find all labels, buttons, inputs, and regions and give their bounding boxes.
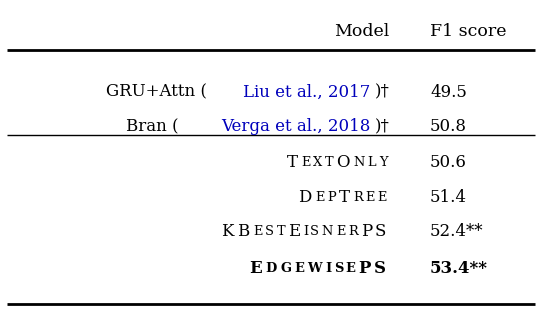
Text: W: W bbox=[307, 262, 321, 275]
Text: R: R bbox=[348, 225, 358, 238]
Text: I: I bbox=[304, 225, 308, 238]
Text: S: S bbox=[265, 225, 274, 238]
Text: P: P bbox=[328, 191, 337, 204]
Text: S: S bbox=[310, 225, 319, 238]
Text: T: T bbox=[276, 225, 285, 238]
Text: S: S bbox=[375, 223, 386, 240]
Text: X: X bbox=[313, 156, 322, 169]
Text: D: D bbox=[266, 262, 277, 275]
Text: E: E bbox=[249, 260, 262, 277]
Text: P: P bbox=[358, 260, 371, 277]
Text: S: S bbox=[334, 262, 343, 275]
Text: Bran (: Bran ( bbox=[126, 118, 179, 135]
Text: E: E bbox=[294, 262, 304, 275]
Text: Verga et al., 2018: Verga et al., 2018 bbox=[221, 118, 371, 135]
Text: N: N bbox=[353, 156, 365, 169]
Text: E: E bbox=[336, 225, 345, 238]
Text: P: P bbox=[360, 223, 372, 240]
Text: E: E bbox=[315, 191, 325, 204]
Text: 49.5: 49.5 bbox=[430, 84, 467, 101]
Text: K: K bbox=[221, 223, 234, 240]
Text: E: E bbox=[301, 156, 310, 169]
Text: Model: Model bbox=[334, 23, 390, 40]
Text: E: E bbox=[253, 225, 262, 238]
Text: 51.4: 51.4 bbox=[430, 189, 467, 206]
Text: 50.6: 50.6 bbox=[430, 154, 467, 171]
Text: O: O bbox=[336, 154, 350, 171]
Text: N: N bbox=[321, 225, 333, 238]
Text: Y: Y bbox=[379, 156, 387, 169]
Text: E: E bbox=[378, 191, 387, 204]
Text: )†: )† bbox=[375, 118, 390, 135]
Text: E: E bbox=[346, 262, 356, 275]
Text: )†: )† bbox=[375, 84, 390, 101]
Text: E: E bbox=[288, 223, 300, 240]
Text: F1 score: F1 score bbox=[430, 23, 507, 40]
Text: T: T bbox=[339, 189, 350, 206]
Text: E: E bbox=[365, 191, 375, 204]
Text: B: B bbox=[237, 223, 249, 240]
Text: Liu et al., 2017: Liu et al., 2017 bbox=[243, 84, 371, 101]
Text: 53.4**: 53.4** bbox=[430, 260, 488, 277]
Text: G: G bbox=[280, 262, 291, 275]
Text: 50.8: 50.8 bbox=[430, 118, 467, 135]
Text: D: D bbox=[299, 189, 312, 206]
Text: T: T bbox=[325, 156, 333, 169]
Text: R: R bbox=[353, 191, 363, 204]
Text: L: L bbox=[368, 156, 376, 169]
Text: I: I bbox=[326, 262, 332, 275]
Text: S: S bbox=[374, 260, 386, 277]
Text: 52.4**: 52.4** bbox=[430, 223, 483, 240]
Text: T: T bbox=[287, 154, 298, 171]
Text: GRU+Attn (: GRU+Attn ( bbox=[106, 84, 207, 101]
